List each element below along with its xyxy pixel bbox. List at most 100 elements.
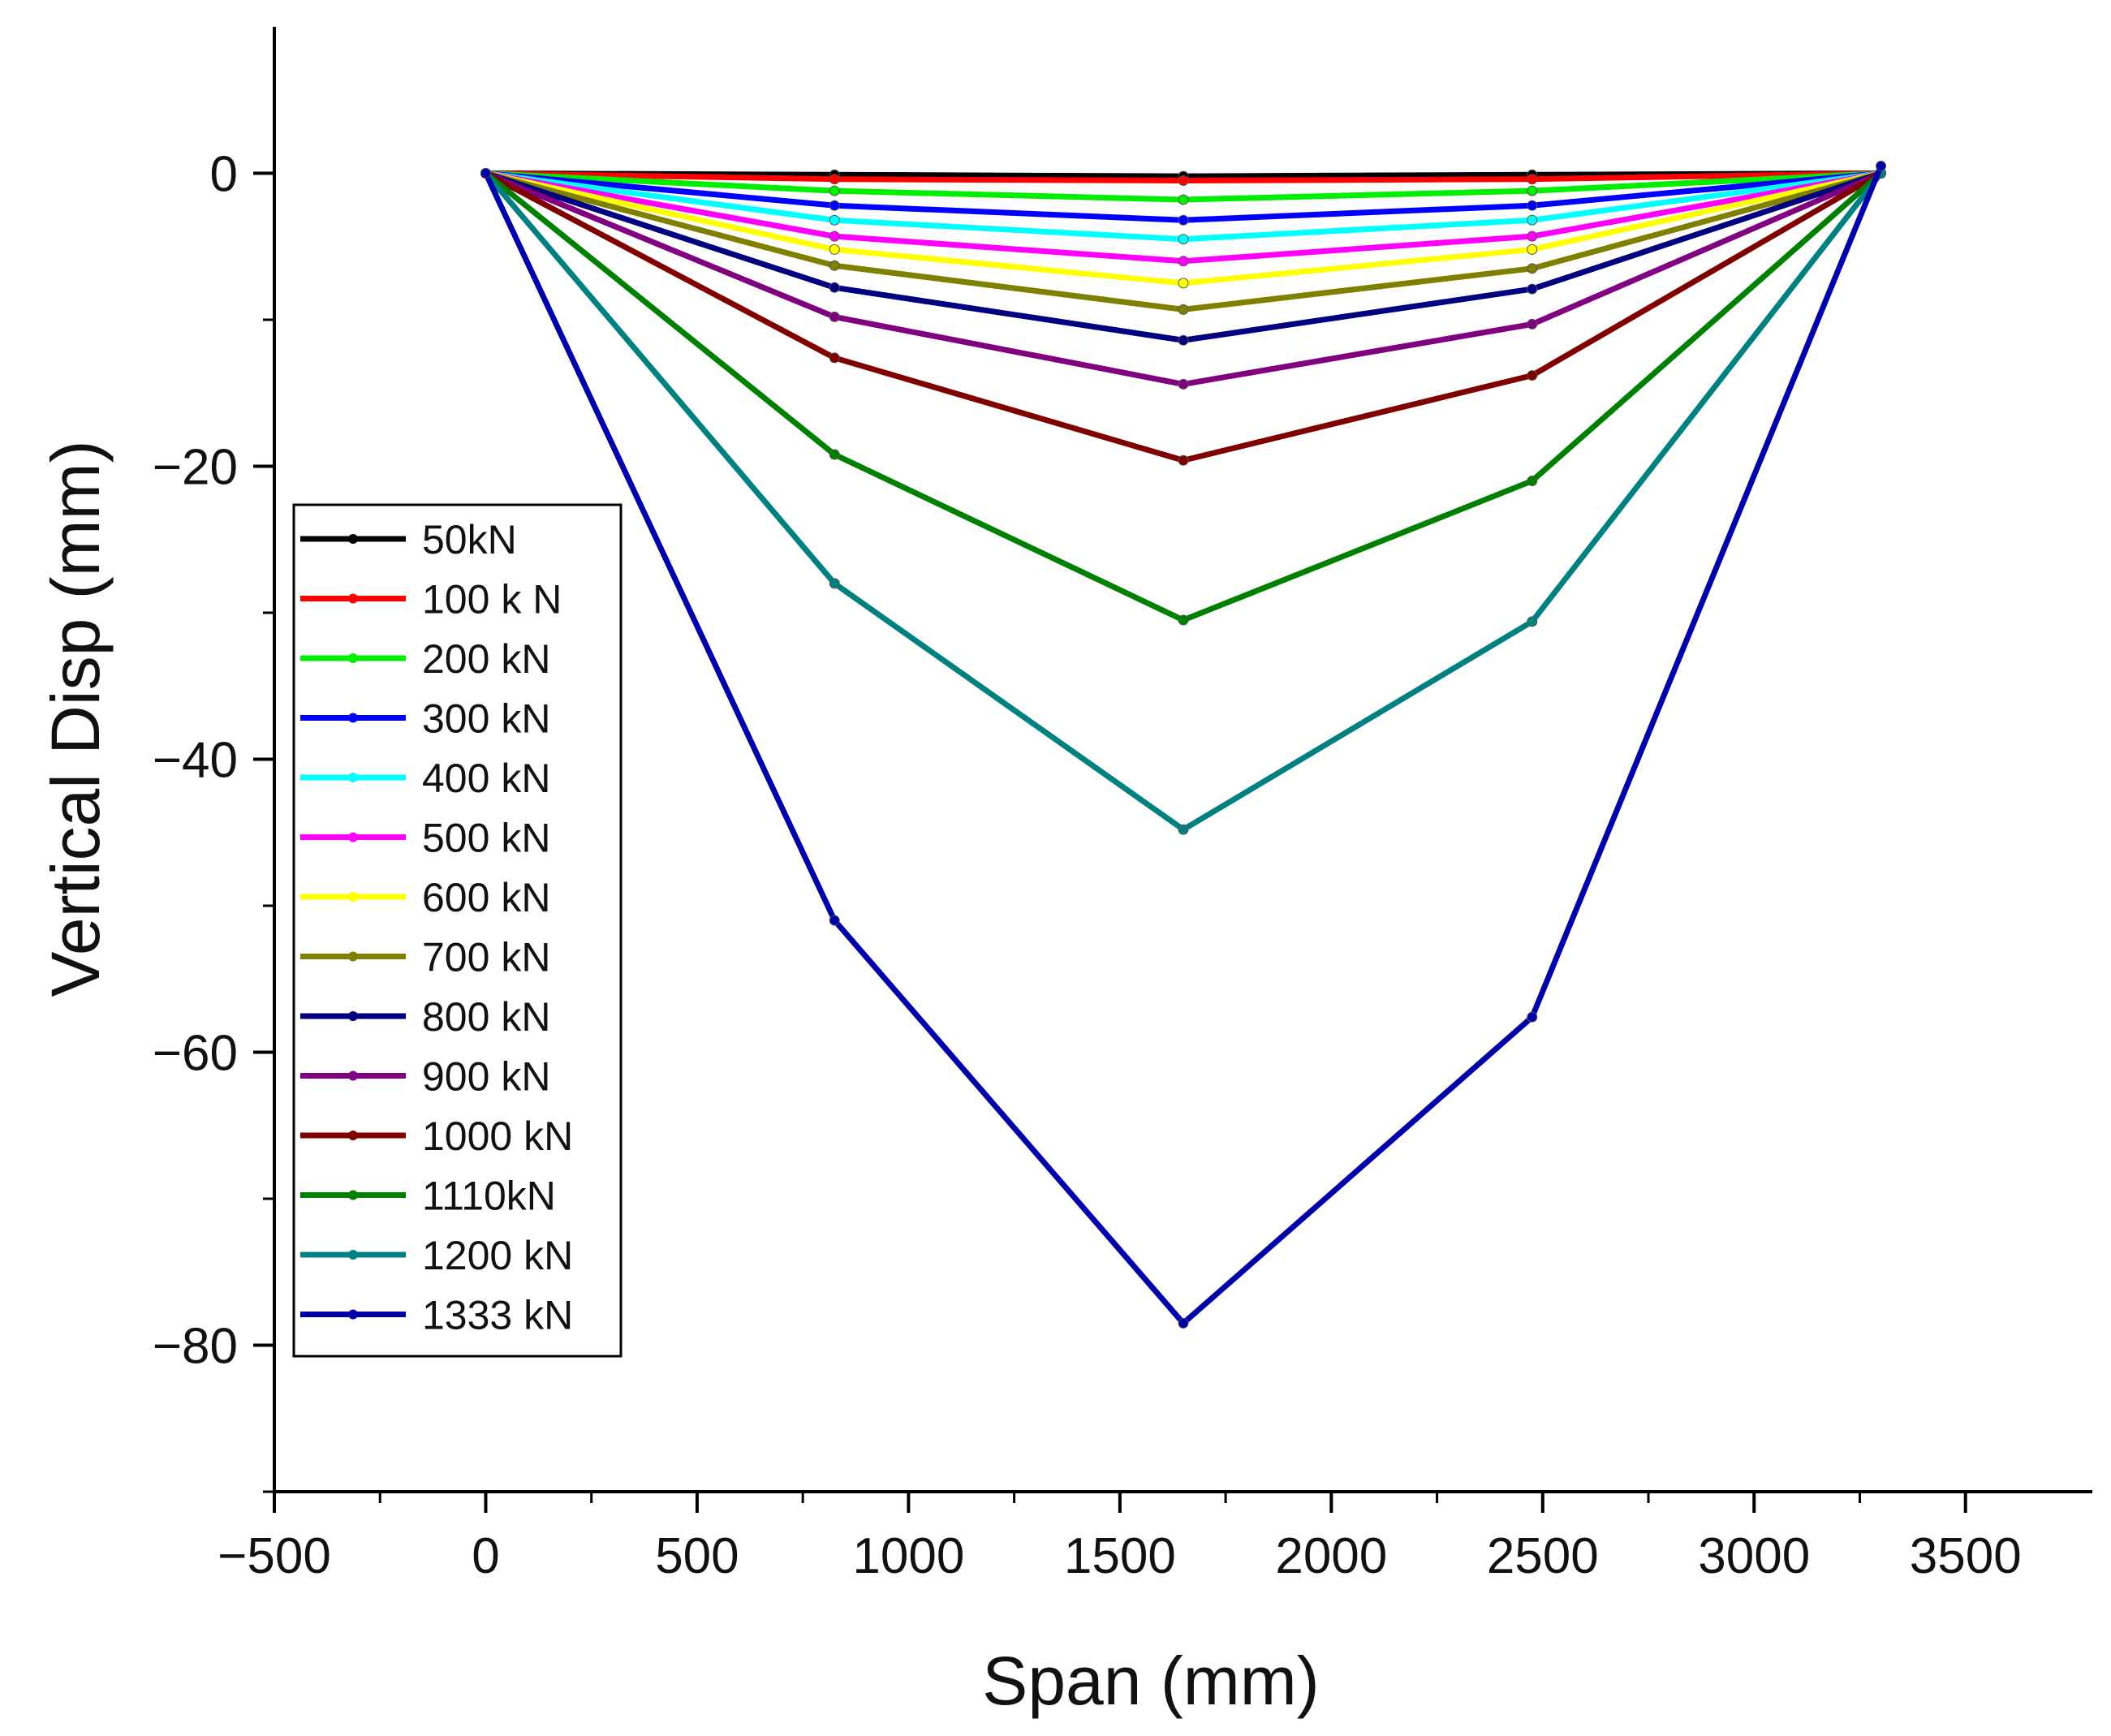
data-point [1178,194,1189,205]
data-point [1178,256,1189,267]
data-point [829,260,840,271]
legend-label: 1110kN [422,1174,556,1219]
series-12 [480,168,1887,835]
legend-marker [348,1131,358,1140]
legend-label: 50kN [422,517,517,562]
legend-item: 1333 kN [300,1293,573,1338]
legend-label: 1000 kN [422,1114,573,1159]
legend-marker [348,832,358,842]
legend-item: 100 k N [300,577,562,622]
y-tick-label: −20 [153,440,238,496]
legend-label: 100 k N [422,577,562,622]
legend-item: 700 kN [300,935,550,980]
legend-item: 800 kN [300,994,550,1040]
data-point [829,578,840,589]
x-tick-label: 2000 [1275,1528,1387,1584]
data-point [1527,318,1538,330]
y-tick-label: −60 [153,1026,238,1082]
data-point [1527,370,1538,381]
data-point [1178,614,1189,626]
legend-marker [348,1011,358,1021]
x-tick-label: 3000 [1698,1528,1810,1584]
data-point [1178,214,1189,226]
x-tick-label: 2500 [1487,1528,1599,1584]
data-point [829,200,840,211]
data-point [1178,304,1189,315]
legend-marker [348,1250,358,1260]
legend-label: 600 kN [422,875,550,920]
data-point [829,311,840,322]
legend-label: 200 kN [422,636,550,682]
legend-item: 600 kN [300,875,550,920]
x-tick-label: 1500 [1064,1528,1176,1584]
data-point [1178,1317,1189,1329]
data-point [829,230,840,242]
legend-label: 400 kN [422,756,550,801]
data-point [1178,334,1189,346]
legend: 50kN 100 k N 200 kN 300 kN 400 kN 500 kN 600 k… [292,503,623,1358]
legend-item: 500 kN [300,816,550,861]
legend-marker [348,773,358,782]
legend-marker [348,653,358,663]
y-tick-label: 0 [210,147,238,203]
legend-item: 50kN [300,517,517,562]
legend-label: 1333 kN [422,1293,573,1338]
data-point [1178,278,1189,289]
data-point [829,915,840,926]
y-tick-label: −80 [153,1319,238,1375]
data-point [1527,230,1538,242]
legend-marker [348,1190,358,1200]
series-line [483,171,1884,833]
data-point [1527,263,1538,274]
legend-marker [348,892,358,902]
data-point [1876,160,1887,171]
legend-marker [348,951,358,962]
series-13 [480,160,1887,1329]
data-point [1178,378,1189,390]
x-tick-label: 3500 [1910,1528,2022,1584]
x-tick-label: 500 [655,1528,739,1584]
legend-marker [348,534,358,544]
data-point [1178,824,1189,835]
legend-marker [348,713,358,723]
legend-item: 1200 kN [300,1233,573,1278]
data-point [829,185,840,196]
y-tick-label: −40 [153,733,238,789]
legend-item: 900 kN [300,1054,550,1100]
legend-label: 1200 kN [422,1233,573,1278]
legend-marker [348,593,358,604]
legend-item: 400 kN [300,756,550,801]
legend-item: 1110kN [300,1174,556,1219]
data-point [1527,200,1538,211]
data-point [1527,214,1538,226]
legend-item: 300 kN [300,696,550,742]
legend-item: 1000 kN [300,1114,573,1159]
data-point [1527,174,1538,185]
x-tick-label: −500 [218,1528,331,1584]
legend-label: 700 kN [422,935,550,980]
legend-box [292,503,623,1358]
data-point [1527,1011,1538,1023]
data-point [1527,283,1538,295]
legend-item: 200 kN [300,636,550,682]
data-point [1527,243,1538,255]
data-point [829,243,840,255]
data-point [480,168,491,179]
data-point [829,449,840,460]
legend-label: 300 kN [422,696,550,742]
data-point [1527,476,1538,487]
data-point [1178,234,1189,245]
data-point [829,352,840,364]
legend-label: 800 kN [422,994,550,1040]
data-point [829,174,840,185]
legend-label: 900 kN [422,1054,550,1100]
data-point [1178,454,1189,466]
legend-marker [348,1070,358,1081]
data-point [829,214,840,226]
legend-marker [348,1309,358,1320]
data-point [829,282,840,293]
data-point [1527,185,1538,196]
x-tick-label: 0 [472,1528,499,1584]
